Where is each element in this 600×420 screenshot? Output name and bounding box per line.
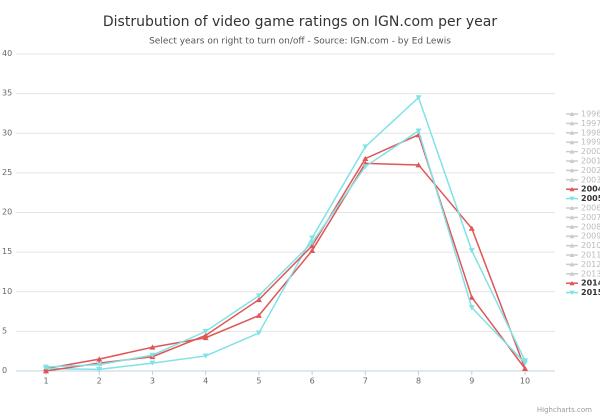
y-tick-label: 15 bbox=[2, 247, 12, 256]
x-tick-label: 7 bbox=[363, 377, 368, 386]
point-marker bbox=[309, 247, 316, 253]
y-tick-label: 30 bbox=[2, 128, 12, 137]
point-marker bbox=[255, 293, 262, 299]
point-marker bbox=[309, 235, 316, 241]
point-marker bbox=[202, 328, 209, 335]
point-marker bbox=[202, 332, 209, 338]
x-tick-label: 6 bbox=[310, 377, 315, 386]
x-tick-label: 10 bbox=[520, 377, 530, 386]
legend-marker bbox=[569, 290, 575, 295]
series-line bbox=[45, 96, 526, 371]
x-tick-label: 5 bbox=[256, 377, 261, 386]
legend-label[interactable]: 1999 bbox=[581, 138, 600, 147]
x-tick-label: 4 bbox=[203, 377, 208, 386]
legend-marker bbox=[569, 121, 575, 126]
x-tick-label: 1 bbox=[43, 377, 48, 386]
y-tick-label: 5 bbox=[2, 326, 7, 335]
legend-label[interactable]: 2000 bbox=[581, 147, 600, 156]
legend-label[interactable]: 2001 bbox=[581, 157, 600, 166]
credits[interactable]: Highcharts.com bbox=[537, 406, 592, 414]
chart-title: Distrubution of video game ratings on IG… bbox=[103, 14, 497, 30]
y-tick-label: 40 bbox=[2, 49, 12, 58]
legend-label[interactable]: 2008 bbox=[581, 222, 600, 231]
point-marker bbox=[415, 128, 422, 134]
legend-marker bbox=[569, 215, 575, 220]
series-line bbox=[45, 133, 526, 372]
point-marker bbox=[43, 368, 49, 374]
legend-marker bbox=[569, 271, 575, 276]
y-tick-label: 20 bbox=[2, 208, 12, 217]
point-marker bbox=[415, 162, 422, 168]
y-tick-label: 10 bbox=[2, 287, 12, 296]
point-marker bbox=[362, 164, 369, 170]
point-marker bbox=[362, 155, 369, 162]
legend-marker bbox=[569, 224, 575, 229]
legend-marker bbox=[569, 158, 575, 163]
point-marker bbox=[522, 365, 528, 372]
legend-marker bbox=[569, 149, 575, 154]
point-marker bbox=[149, 352, 156, 358]
point-marker bbox=[309, 243, 316, 249]
legend-label[interactable]: 1997 bbox=[581, 119, 600, 128]
legend-label[interactable]: 2015 bbox=[581, 288, 600, 297]
legend-label[interactable]: 2003 bbox=[581, 175, 600, 184]
legend-label[interactable]: 2006 bbox=[581, 204, 600, 213]
legend-marker bbox=[569, 280, 575, 286]
y-tick-label: 35 bbox=[2, 89, 12, 98]
legend-label[interactable]: 2011 bbox=[581, 251, 600, 260]
point-marker bbox=[362, 144, 369, 150]
point-marker bbox=[96, 367, 103, 373]
series-line bbox=[45, 162, 526, 370]
point-marker bbox=[255, 296, 262, 303]
legend-marker bbox=[569, 196, 575, 201]
x-tick-label: 8 bbox=[416, 377, 421, 386]
point-marker bbox=[43, 364, 49, 370]
legend-marker bbox=[569, 177, 575, 182]
legend-label[interactable]: 2007 bbox=[581, 213, 600, 222]
point-marker bbox=[309, 240, 316, 246]
legend-label[interactable]: 2014 bbox=[581, 279, 600, 288]
legend-marker bbox=[569, 205, 575, 210]
legend-label[interactable]: 1998 bbox=[581, 128, 600, 137]
legend-label[interactable]: 2013 bbox=[581, 269, 600, 278]
legend-label[interactable]: 2002 bbox=[581, 166, 600, 175]
point-marker bbox=[415, 95, 422, 101]
point-marker bbox=[96, 356, 103, 362]
point-marker bbox=[149, 360, 156, 366]
y-tick-label: 0 bbox=[2, 366, 7, 375]
legend-label[interactable]: 2009 bbox=[581, 232, 600, 241]
legend-marker bbox=[569, 262, 575, 267]
legend-marker bbox=[569, 252, 575, 257]
point-marker bbox=[468, 305, 475, 311]
y-tick-label: 25 bbox=[2, 168, 12, 177]
legend-marker bbox=[569, 139, 575, 145]
point-marker bbox=[255, 330, 262, 336]
legend-marker bbox=[569, 130, 575, 135]
point-marker bbox=[149, 344, 156, 350]
legend-label[interactable]: 2010 bbox=[581, 241, 600, 250]
legend-marker bbox=[569, 111, 575, 116]
x-tick-label: 9 bbox=[469, 377, 474, 386]
point-marker bbox=[468, 294, 475, 300]
legend-marker bbox=[569, 243, 575, 248]
point-marker bbox=[255, 312, 262, 318]
point-marker bbox=[96, 362, 103, 368]
chart-subtitle: Select years on right to turn on/off - S… bbox=[149, 37, 451, 47]
x-tick-label: 3 bbox=[150, 377, 155, 386]
legend-marker bbox=[569, 168, 575, 173]
point-marker bbox=[468, 225, 475, 231]
x-tick-label: 2 bbox=[97, 377, 102, 386]
legend-label[interactable]: 1996 bbox=[581, 110, 600, 119]
legend-marker bbox=[569, 233, 575, 239]
point-marker bbox=[522, 360, 528, 366]
legend-label[interactable]: 2012 bbox=[581, 260, 600, 269]
point-marker bbox=[202, 353, 209, 359]
point-marker bbox=[468, 248, 475, 254]
legend-marker bbox=[569, 186, 575, 192]
series-line bbox=[45, 129, 526, 368]
legend-label[interactable]: 2005 bbox=[581, 194, 600, 203]
legend-label[interactable]: 2004 bbox=[581, 185, 600, 194]
